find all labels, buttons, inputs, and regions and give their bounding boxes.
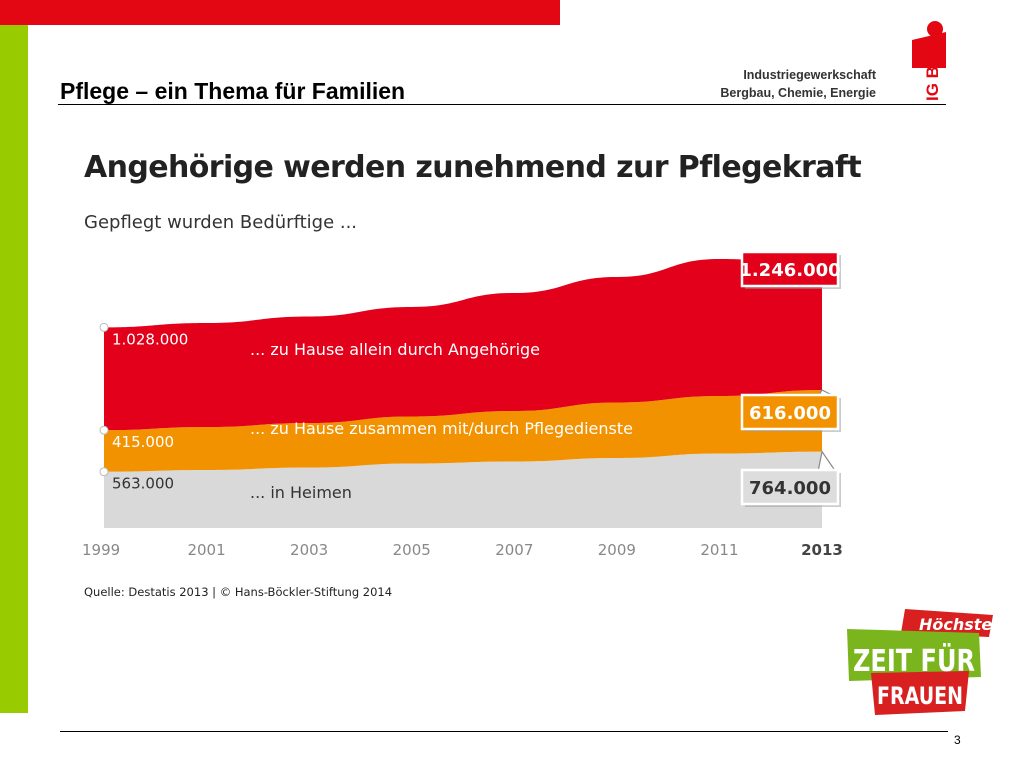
logo-brand-text: IG BCE bbox=[923, 42, 942, 100]
igbce-mark-icon: IG BCE bbox=[912, 21, 946, 100]
source-note: Quelle: Destatis 2013 | © Hans-Böckler-S… bbox=[84, 585, 393, 599]
top-accent-bar bbox=[0, 0, 560, 25]
stacked-area-chart: 563.000 415.000 1.028.000 ... in Heimen ... … bbox=[82, 250, 843, 559]
chart-subtitle: Gepflegt wurden Bedürftige ... bbox=[84, 212, 358, 233]
callout-box bbox=[740, 393, 840, 431]
area-pflegedienste bbox=[104, 390, 822, 472]
start-marker bbox=[99, 467, 109, 477]
end-value-label: 764.000 bbox=[749, 478, 831, 499]
series-name-label: ... zu Hause allein durch Angehörige bbox=[250, 340, 540, 359]
title-divider bbox=[58, 104, 946, 105]
igbce-logo: Industriegewerkschaft Bergbau, Chemie, E… bbox=[708, 18, 948, 100]
badge-text-line1: Höchste bbox=[919, 615, 992, 634]
x-tick-label: 2009 bbox=[598, 541, 636, 559]
end-value-label: 1.246.000 bbox=[739, 260, 840, 281]
hoechste-zeit-fuer-frauen-badge: Höchste ZEIT FÜR FRAUEN bbox=[847, 609, 993, 715]
end-value-label: 616.000 bbox=[749, 403, 831, 424]
start-marker bbox=[99, 322, 109, 332]
end-value-callout: 616.000 bbox=[740, 389, 841, 432]
chart-title: Angehörige werden zunehmend zur Pflegekr… bbox=[84, 150, 862, 185]
x-tick-label: 2001 bbox=[187, 541, 225, 559]
area-heime bbox=[104, 451, 822, 528]
start-value-label: 1.028.000 bbox=[112, 330, 188, 348]
area-angehoerige bbox=[104, 259, 822, 431]
badge-text-line3: FRAUEN bbox=[877, 682, 963, 710]
series-name-label: ... zu Hause zusammen mit/durch Pflegedi… bbox=[250, 419, 633, 438]
x-tick-label: 2011 bbox=[700, 541, 738, 559]
end-value-callout: 1.246.000 bbox=[739, 250, 841, 289]
page-number: 3 bbox=[954, 733, 961, 747]
x-tick-label: 1999 bbox=[82, 541, 120, 559]
start-value-label: 563.000 bbox=[112, 475, 174, 493]
x-tick-label: 2007 bbox=[495, 541, 533, 559]
logo-text-line2: Bergbau, Chemie, Energie bbox=[720, 86, 876, 100]
callout-box bbox=[740, 468, 840, 506]
end-value-callout: 764.000 bbox=[740, 450, 841, 507]
start-value-label: 415.000 bbox=[112, 433, 174, 451]
footer-divider bbox=[60, 731, 948, 732]
slide-title: Pflege – ein Thema für Familien bbox=[60, 78, 406, 104]
x-tick-label: 2003 bbox=[290, 541, 328, 559]
series-name-label: ... in Heimen bbox=[250, 483, 352, 502]
x-tick-label: 2005 bbox=[393, 541, 431, 559]
x-tick-label: 2013 bbox=[801, 541, 843, 559]
start-marker bbox=[99, 425, 109, 435]
logo-text-line1: Industriegewerkschaft bbox=[743, 68, 876, 82]
callout-box bbox=[740, 250, 840, 288]
left-accent-bar bbox=[0, 25, 28, 713]
